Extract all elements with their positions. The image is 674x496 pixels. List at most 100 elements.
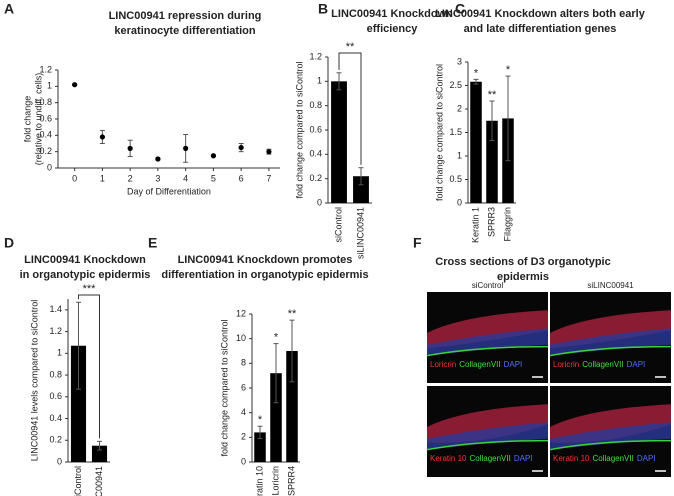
y-tick-label: 1 [317,76,322,86]
chart-title: LINC00941 Knockdown promotes [178,254,353,266]
stain-name: CollagenVII [592,454,633,463]
bar [270,373,282,462]
point [183,145,189,151]
stain-name: CollagenVII [459,360,500,369]
x-tick-label: SPRR3 [486,207,496,237]
column-label: siLINC00941 [587,281,634,290]
bar [70,345,87,462]
stain-label: Keratin 10 CollagenVII DAPI [553,454,656,463]
x-tick-label: 3 [155,173,160,183]
x-tick-label: 5 [211,173,216,183]
point [238,144,244,151]
x-tick-label: SPRR4 [286,466,296,496]
y-tick-label: 8 [241,358,246,368]
chart-title: LINC00941 repression during [109,10,262,22]
stain-name: Keratin 10 [553,454,590,463]
x-tick-label: Keratin 1 [470,207,480,243]
stain-label: Loricrin CollagenVII DAPI [430,360,522,369]
y-tick-label: 0.8 [39,97,52,107]
chart-title: differentiation in organotypic epidermis [161,269,368,281]
stain-name: DAPI [627,360,646,369]
x-tick-label: 2 [128,173,133,183]
significance-label: ** [488,89,497,101]
panel-letter: A [4,1,14,17]
chart-title: LINC00941 Knockdown [331,8,453,20]
y-tick-label: 1 [457,150,462,160]
x-tick-label: Loricrin [270,466,280,496]
panel-letter: F [413,235,422,251]
chart-title: LINC00941 Knockdown alters both early [435,8,646,20]
point [127,145,133,151]
stain-name: Keratin 10 [430,454,467,463]
y-tick-label: 0.2 [309,173,322,183]
point [72,82,78,88]
tissue-blue [550,422,671,450]
y-axis-label: fold change compared to siControl [219,319,229,456]
bar [470,81,482,203]
y-tick-label: 10 [236,333,246,343]
stain-name: CollagenVII [582,360,623,369]
tissue-blue [550,328,671,356]
x-axis-label: Day of Differentiation [127,186,211,196]
significance-label: * [258,414,263,426]
significance-label: *** [83,283,97,295]
x-tick-label: 7 [266,173,271,183]
tissue-blue [427,328,548,356]
chart-title: LINC00941 Knockdown [24,254,146,266]
panel-letter: C [455,1,465,17]
y-tick-label: 0.6 [49,391,62,401]
chart-title: efficiency [367,23,419,35]
significance-label: * [474,67,479,79]
point [266,149,272,155]
y-tick-label: 3 [457,56,462,66]
collagen-line [426,345,549,357]
y-axis-label: fold change [22,96,32,143]
y-tick-label: 0 [241,456,246,466]
y-tick-label: 2 [457,103,462,113]
x-tick-label: siControl [333,207,343,243]
y-tick-label: 1 [47,81,52,91]
chart-title: and late differentiation genes [464,23,617,35]
y-tick-label: 0 [47,162,52,172]
stain-label: Keratin 10 CollagenVII DAPI [430,454,533,463]
collagen-line [426,439,549,451]
figure-title: epidermis [497,271,549,283]
x-tick-label: 1 [100,173,105,183]
significance-label: * [274,332,279,344]
significance-label: ** [288,308,297,320]
x-tick-label: 4 [183,173,188,183]
bar [331,81,347,203]
y-tick-label: 0.5 [449,174,462,184]
chart-title: in organotypic epidermis [20,269,151,281]
y-tick-label: 0.8 [309,100,322,110]
x-tick-label: 0 [72,173,77,183]
y-tick-label: 6 [241,382,246,392]
column-label: siControl [472,281,504,290]
y-tick-label: 12 [236,308,246,318]
y-axis-label: (relative to undiff. cells) [33,73,43,165]
x-tick-label: 6 [239,173,244,183]
tissue-red [427,310,548,349]
y-tick-label: 1.2 [49,326,62,336]
y-tick-label: 0.2 [39,146,52,156]
y-tick-label: 4 [241,407,246,417]
x-tick-label: siLINC00941 [94,466,104,496]
figure-title: Cross sections of D3 organotypic [435,256,610,268]
stain-name: Loricrin [553,360,579,369]
tissue-blue [427,422,548,450]
significance-bracket [78,294,100,439]
y-axis-label: fold change compared to siControl [434,64,444,201]
stain-name: Loricrin [430,360,456,369]
y-tick-label: 0 [317,197,322,207]
x-tick-label: siLINC00941 [355,207,365,259]
panel-letter: D [4,235,14,251]
y-axis-label: fold change compared to siControl [294,61,304,198]
y-tick-label: 0.2 [49,435,62,445]
y-tick-label: 0.4 [309,149,322,159]
panel-letter: B [318,1,328,17]
x-tick-label: Keratin 10 [254,466,264,496]
stain-name: CollagenVII [469,454,510,463]
point [210,153,216,159]
y-tick-label: 2.5 [449,80,462,90]
